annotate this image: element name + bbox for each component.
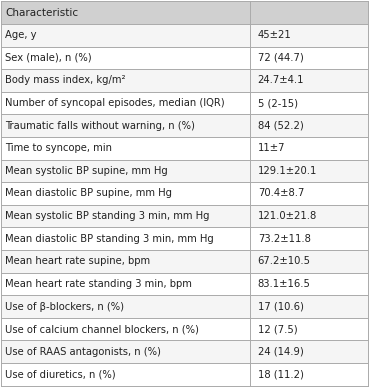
- Bar: [1, 69, 368, 92]
- Bar: [1, 2, 368, 24]
- Text: 11±7: 11±7: [258, 143, 285, 153]
- Text: Use of RAAS antagonists, n (%): Use of RAAS antagonists, n (%): [5, 347, 161, 357]
- Text: Mean systolic BP standing 3 min, mm Hg: Mean systolic BP standing 3 min, mm Hg: [5, 211, 210, 221]
- Bar: [1, 46, 368, 69]
- Bar: [1, 92, 368, 115]
- Text: Use of β-blockers, n (%): Use of β-blockers, n (%): [5, 301, 124, 312]
- Text: 121.0±21.8: 121.0±21.8: [258, 211, 317, 221]
- Text: Time to syncope, min: Time to syncope, min: [5, 143, 112, 153]
- Text: Mean diastolic BP supine, mm Hg: Mean diastolic BP supine, mm Hg: [5, 188, 172, 199]
- Text: 24 (14.9): 24 (14.9): [258, 347, 303, 357]
- Bar: [1, 363, 368, 385]
- Bar: [1, 137, 368, 159]
- Text: 17 (10.6): 17 (10.6): [258, 301, 304, 312]
- Text: 12 (7.5): 12 (7.5): [258, 324, 297, 334]
- Text: 129.1±20.1: 129.1±20.1: [258, 166, 317, 176]
- Text: Mean diastolic BP standing 3 min, mm Hg: Mean diastolic BP standing 3 min, mm Hg: [5, 234, 214, 244]
- Text: 18 (11.2): 18 (11.2): [258, 369, 304, 379]
- Text: Sex (male), n (%): Sex (male), n (%): [5, 53, 92, 63]
- Text: 72 (44.7): 72 (44.7): [258, 53, 303, 63]
- Bar: [1, 115, 368, 137]
- Text: Mean heart rate supine, bpm: Mean heart rate supine, bpm: [5, 256, 150, 266]
- Text: Traumatic falls without warning, n (%): Traumatic falls without warning, n (%): [5, 121, 195, 131]
- Text: 45±21: 45±21: [258, 30, 292, 40]
- Text: Mean systolic BP supine, mm Hg: Mean systolic BP supine, mm Hg: [5, 166, 168, 176]
- Text: Number of syncopal episodes, median (IQR): Number of syncopal episodes, median (IQR…: [5, 98, 225, 108]
- Bar: [1, 24, 368, 46]
- Text: 24.7±4.1: 24.7±4.1: [258, 75, 304, 86]
- Text: Use of diuretics, n (%): Use of diuretics, n (%): [5, 369, 115, 379]
- Text: 5 (2-15): 5 (2-15): [258, 98, 298, 108]
- Bar: [1, 228, 368, 250]
- Bar: [1, 159, 368, 182]
- Text: 84 (52.2): 84 (52.2): [258, 121, 303, 131]
- Text: Use of calcium channel blockers, n (%): Use of calcium channel blockers, n (%): [5, 324, 199, 334]
- Bar: [1, 250, 368, 272]
- Text: Characteristic: Characteristic: [5, 8, 78, 18]
- Bar: [1, 205, 368, 228]
- Text: Body mass index, kg/m²: Body mass index, kg/m²: [5, 75, 125, 86]
- Text: Mean heart rate standing 3 min, bpm: Mean heart rate standing 3 min, bpm: [5, 279, 192, 289]
- Text: 67.2±10.5: 67.2±10.5: [258, 256, 311, 266]
- Bar: [1, 182, 368, 205]
- Text: 70.4±8.7: 70.4±8.7: [258, 188, 304, 199]
- Bar: [1, 318, 368, 341]
- Text: 73.2±11.8: 73.2±11.8: [258, 234, 311, 244]
- Bar: [1, 272, 368, 295]
- Bar: [1, 295, 368, 318]
- Bar: [1, 341, 368, 363]
- Text: 83.1±16.5: 83.1±16.5: [258, 279, 311, 289]
- Text: Age, y: Age, y: [5, 30, 37, 40]
